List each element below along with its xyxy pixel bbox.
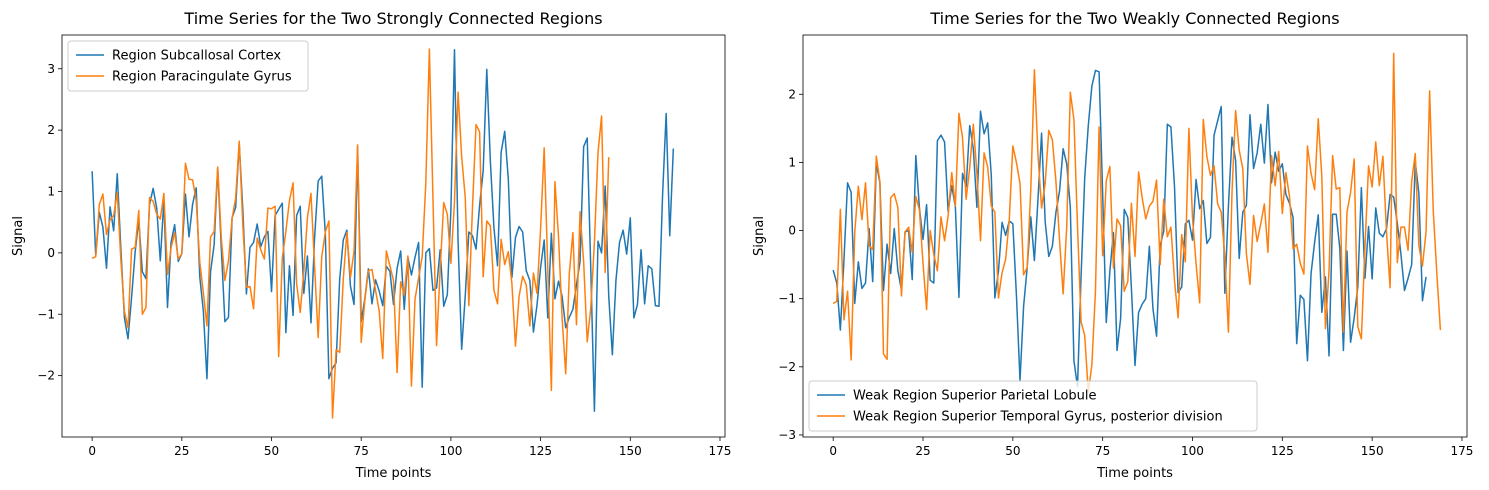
y-tick-label: −2 [778, 360, 796, 374]
y-axis-label: Signal [11, 216, 26, 256]
y-axis-label: Signal [752, 216, 767, 256]
y-tick-label: 1 [788, 155, 796, 169]
y-tick-label: −3 [778, 428, 796, 442]
x-tick-label: 75 [1095, 444, 1110, 458]
x-tick-label: 175 [709, 444, 732, 458]
legend: Region Subcallosal Cortex Region Paracing… [67, 40, 309, 92]
legend-label: Region Paracingulate Gyrus [112, 70, 292, 85]
legend-box [67, 40, 309, 92]
chart-panel-2: Time Series for the Two Weakly Connected… [752, 9, 1473, 481]
x-tick-label: 125 [529, 444, 552, 458]
plot-frame [802, 34, 1468, 438]
x-tick-label: 150 [619, 444, 642, 458]
y-tick-label: 3 [47, 62, 55, 76]
chart-panel-1: Time Series for the Two Strongly Connect… [11, 9, 731, 481]
x-tick-label: 0 [829, 444, 837, 458]
legend-label: Region Subcallosal Cortex [112, 49, 281, 64]
y-tick-label: 1 [47, 185, 55, 199]
series-line-2 [91, 48, 610, 419]
y-tick-label: 2 [47, 123, 55, 137]
legend: Weak Region Superior Parietal Lobule Weak… [808, 380, 1258, 432]
legend-label: Weak Region Superior Parietal Lobule [853, 389, 1097, 404]
x-axis-label: Time points [1096, 466, 1173, 481]
x-tick-label: 0 [88, 444, 96, 458]
x-axis-label: Time points [355, 466, 432, 481]
plot-frame [61, 34, 726, 438]
x-tick-label: 75 [354, 444, 369, 458]
y-tick-label: 0 [788, 224, 796, 238]
x-tick-label: 125 [1271, 444, 1294, 458]
x-tick-label: 100 [439, 444, 462, 458]
series-line-1 [91, 48, 675, 412]
x-tick-label: 50 [264, 444, 279, 458]
y-tick-label: 0 [47, 246, 55, 260]
series-line-2 [832, 52, 1442, 393]
legend-label: Weak Region Superior Temporal Gyrus, pos… [853, 410, 1223, 425]
chart-title: Time Series for the Two Weakly Connected… [929, 9, 1339, 28]
chart-title: Time Series for the Two Strongly Connect… [183, 9, 602, 28]
x-tick-label: 25 [174, 444, 189, 458]
x-tick-label: 100 [1181, 444, 1204, 458]
x-tick-label: 175 [1451, 444, 1474, 458]
y-tick-label: −2 [37, 369, 55, 383]
x-tick-label: 150 [1361, 444, 1384, 458]
y-tick-label: −1 [778, 292, 796, 306]
x-tick-label: 50 [1005, 444, 1020, 458]
x-tick-label: 25 [915, 444, 930, 458]
legend-box [808, 380, 1258, 432]
y-tick-label: −1 [37, 307, 55, 321]
y-tick-label: 2 [788, 87, 796, 101]
